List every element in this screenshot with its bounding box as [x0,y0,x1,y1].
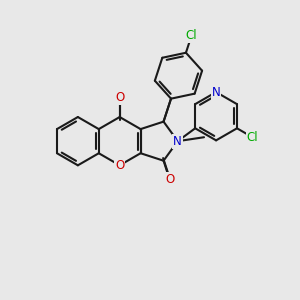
Text: O: O [165,173,174,186]
Text: Cl: Cl [247,131,259,144]
Text: N: N [173,135,182,148]
Text: O: O [115,91,124,104]
Text: Cl: Cl [186,29,197,42]
Text: N: N [212,85,220,99]
Text: O: O [115,159,124,172]
